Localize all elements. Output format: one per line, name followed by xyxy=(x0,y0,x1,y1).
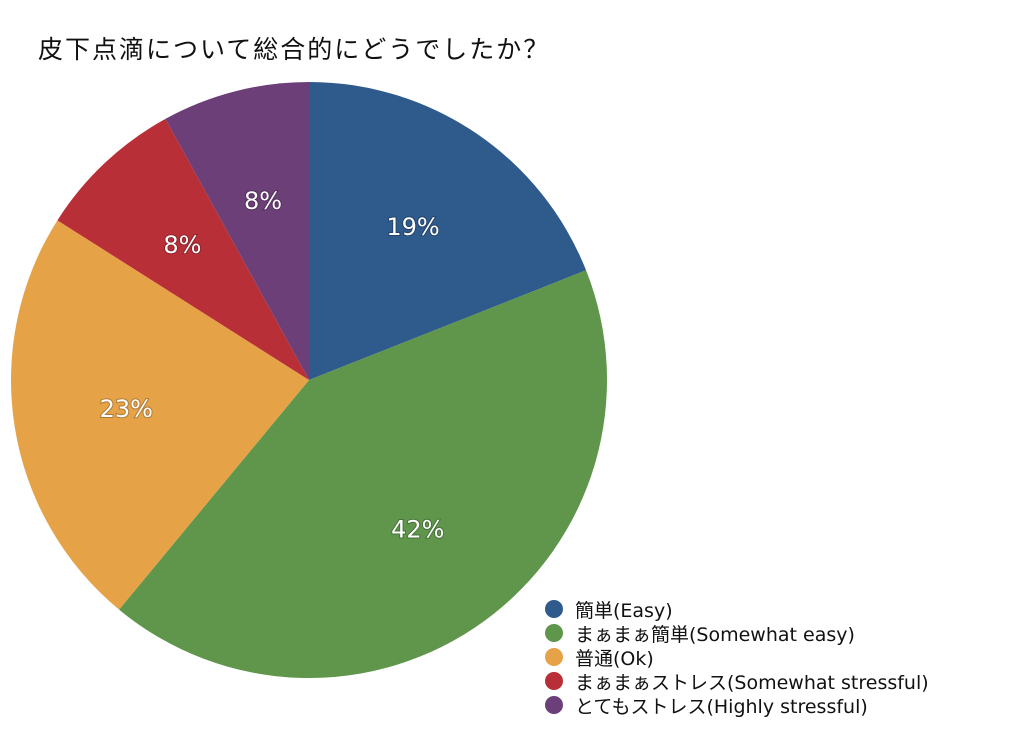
legend-item-3: 普通(Ok) xyxy=(545,645,929,670)
pie-slice-5 xyxy=(165,82,309,380)
legend-swatch-icon xyxy=(545,624,563,642)
slice-label-2: 42% xyxy=(391,516,444,544)
legend: 簡単(Easy) まぁまぁ簡単(Somewhat easy) 普通(Ok) まぁまぁス… xyxy=(545,597,929,718)
pie-slice-4 xyxy=(57,118,310,381)
legend-label: まぁまぁ簡単(Somewhat easy) xyxy=(575,623,855,646)
slice-label-3: 23% xyxy=(100,395,153,423)
legend-swatch-icon xyxy=(545,648,563,666)
slice-label-5: 8% xyxy=(244,187,282,215)
legend-item-4: まぁまぁストレス(Somewhat stressful) xyxy=(545,669,929,694)
slice-label-1: 19% xyxy=(386,213,439,241)
legend-label: 普通(Ok) xyxy=(575,647,654,670)
slice-label-4: 8% xyxy=(163,231,201,259)
pie-slice-1 xyxy=(309,82,587,380)
pie-slice-3 xyxy=(11,220,310,610)
pie-slice-2 xyxy=(119,270,607,678)
legend-swatch-icon xyxy=(545,696,563,714)
legend-swatch-icon xyxy=(545,672,563,690)
legend-item-5: とてもストレス(Highly stressful) xyxy=(545,693,929,718)
legend-item-2: まぁまぁ簡単(Somewhat easy) xyxy=(545,621,929,646)
legend-label: まぁまぁストレス(Somewhat stressful) xyxy=(575,671,929,694)
legend-item-1: 簡単(Easy) xyxy=(545,597,929,622)
legend-label: 簡単(Easy) xyxy=(575,599,673,622)
chart-title: 皮下点滴について総合的にどうでしたか？ xyxy=(38,35,551,64)
legend-swatch-icon xyxy=(545,600,563,618)
legend-label: とてもストレス(Highly stressful) xyxy=(575,695,868,718)
